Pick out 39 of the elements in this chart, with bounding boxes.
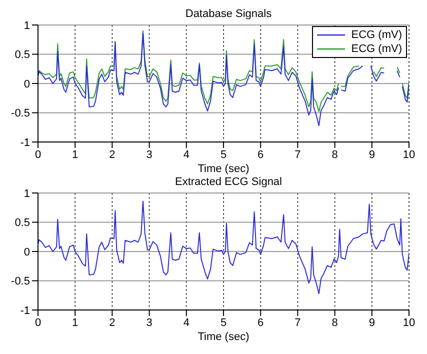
x-tick-label: 2 [109,316,116,329]
x-tick-label: 9 [368,316,375,329]
x-tick-label: 8 [332,148,338,161]
x-tick-label: 6 [258,148,264,161]
y-tick-label: -0.5 [11,276,30,288]
x-tick-label: 4 [183,316,190,329]
y-tick-label: 1 [24,188,30,200]
x-tick-label: 7 [294,316,301,329]
x-tick-label: 7 [294,148,301,161]
x-tick-label: 3 [146,148,152,161]
x-tick-label: 0 [34,148,42,161]
y-tick-label: 0.5 [14,217,30,230]
legend-label: ECG (mV) [351,28,402,42]
y-tick-label: -0.5 [11,108,30,120]
x-tick-label: 9 [368,148,375,161]
x-tick-label: 10 [402,316,416,329]
x-tick-label: 4 [183,148,190,161]
x-tick-label: 1 [72,316,78,329]
y-tick-label: 0.5 [14,49,30,62]
chart-title: Database Signals [184,8,273,21]
y-tick-label: 0 [24,246,30,258]
x-axis-title: Time (sec) [198,331,250,343]
line-series [38,200,409,294]
x-tick-label: 3 [146,316,152,329]
x-tick-label: 1 [72,148,78,161]
x-tick-label: 0 [34,316,42,329]
y-tick-label: -1 [20,136,30,149]
x-tick-label: 6 [258,316,264,329]
x-tick-label: 8 [332,316,338,329]
x-tick-label: 5 [220,316,227,329]
x-tick-label: 5 [220,148,227,161]
x-axis-title: Time (sec) [198,163,250,175]
chart-title: Extracted ECG Signal [174,176,283,189]
y-tick-label: 0 [24,78,30,90]
y-tick-label: 1 [24,20,30,32]
legend-label: ECG (mV) [351,42,402,56]
x-tick-label: 2 [109,148,116,161]
x-tick-label: 10 [402,148,416,161]
y-tick-label: -1 [20,304,30,317]
